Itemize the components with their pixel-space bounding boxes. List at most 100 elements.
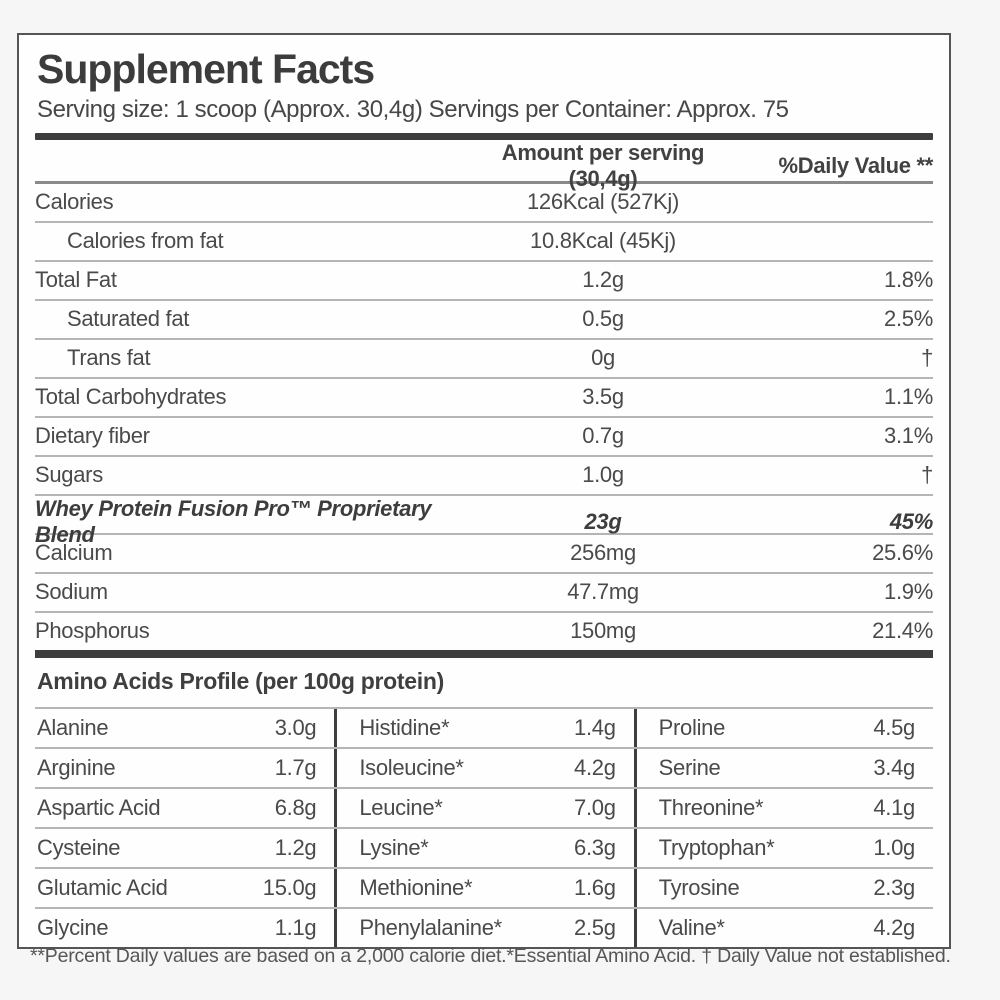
- amino-acid-name: Proline: [658, 714, 726, 740]
- nutrient-name: Sugars: [35, 462, 103, 488]
- amino-acid-value: 6.8g: [274, 794, 317, 820]
- amino-acid-cell: Arginine 1.7g: [35, 749, 334, 787]
- thick-rule-top: [35, 132, 933, 140]
- amino-acid-value: 3.0g: [274, 714, 317, 740]
- amino-acid-name: Histidine*: [359, 714, 450, 740]
- amino-acid-name: Glycine: [37, 914, 109, 940]
- nutrition-row: Total Fat 1.2g 1.8%: [35, 262, 933, 301]
- amino-acid-cell: Histidine* 1.4g: [334, 708, 633, 747]
- nutrient-amount: 0.5g: [582, 306, 624, 332]
- nutrition-rows: Calories 126Kcal (527Kj) Calories from fat…: [35, 184, 933, 650]
- nutrition-row: Sodium 47.7mg 1.9%: [35, 574, 933, 613]
- amino-acid-name: Tyrosine: [658, 874, 740, 900]
- amino-acids-table: Alanine 3.0g Histidine* 1.4g Proline 4.5g Argi…: [35, 706, 933, 947]
- amino-acid-value: 4.2g: [873, 914, 915, 940]
- nutrient-name: Sodium: [35, 579, 108, 605]
- panel-title: Supplement Facts: [37, 46, 375, 92]
- footnote: **Percent Daily values are based on a 2,…: [30, 945, 951, 967]
- nutrition-row: Sugars 1.0g †: [35, 457, 933, 496]
- nutrient-name: Calories: [35, 189, 114, 215]
- amino-acid-row: Aspartic Acid 6.8g Leucine* 7.0g Threonine* 4…: [35, 788, 933, 829]
- amino-acid-row: Cysteine 1.2g Lysine* 6.3g Tryptophan* 1.0g: [35, 828, 933, 869]
- nutrient-name: Total Carbohydrates: [35, 384, 227, 410]
- nutrient-amount: 126Kcal (527Kj): [526, 189, 680, 215]
- nutrition-row: Saturated fat 0.5g 2.5%: [35, 301, 933, 340]
- daily-value-column-header: %Daily Value **: [778, 152, 934, 178]
- nutrient-name: Total Fat: [35, 267, 117, 293]
- amino-acid-row: Alanine 3.0g Histidine* 1.4g Proline 4.5g: [35, 708, 933, 749]
- nutrition-row: Total Carbohydrates 3.5g 1.1%: [35, 379, 933, 418]
- amino-acid-cell: Isoleucine* 4.2g: [334, 748, 633, 787]
- nutrient-name: Saturated fat: [67, 306, 190, 332]
- nutrient-daily-value: 3.1%: [884, 423, 933, 449]
- amino-acid-name: Tryptophan*: [658, 834, 775, 860]
- amino-acid-cell: Methionine* 1.6g: [334, 868, 633, 907]
- amino-acid-cell: Valine* 4.2g: [633, 908, 933, 947]
- nutrient-name: Whey Protein Fusion Pro™ Proprietary Ble…: [35, 495, 432, 547]
- amino-acid-cell: Tryptophan* 1.0g: [633, 828, 933, 867]
- amino-acid-cell: Aspartic Acid 6.8g: [35, 789, 334, 827]
- amino-acid-value: 1.7g: [274, 754, 317, 780]
- amino-acid-name: Leucine*: [359, 794, 443, 820]
- nutrient-amount: 3.5g: [582, 384, 624, 410]
- amino-acid-name: Phenylalanine*: [359, 914, 502, 940]
- amino-acid-cell: Alanine 3.0g: [35, 709, 334, 747]
- amino-acid-name: Aspartic Acid: [37, 794, 161, 820]
- amino-acids-section-title: Amino Acids Profile (per 100g protein): [37, 667, 444, 694]
- nutrient-name: Calcium: [35, 540, 113, 566]
- amount-column-header: Amount per serving (30,4g): [501, 139, 705, 191]
- amino-acid-value: 4.5g: [873, 714, 915, 740]
- amino-acid-value: 4.1g: [873, 794, 915, 820]
- nutrient-daily-value: †: [921, 345, 933, 371]
- amino-acid-cell: Glycine 1.1g: [35, 909, 334, 947]
- nutrition-row: Phosphorus 150mg 21.4%: [35, 613, 933, 650]
- nutrient-daily-value: 45%: [889, 508, 933, 534]
- amino-acid-cell: Tyrosine 2.3g: [633, 868, 933, 907]
- nutrient-name: Trans fat: [67, 345, 151, 371]
- amino-acid-name: Arginine: [37, 754, 116, 780]
- amino-acid-cell: Threonine* 4.1g: [633, 788, 933, 827]
- nutrient-daily-value: 1.8%: [884, 267, 933, 293]
- amino-acid-value: 1.6g: [574, 874, 616, 900]
- amino-acid-name: Cysteine: [37, 834, 121, 860]
- amino-acid-value: 4.2g: [574, 754, 616, 780]
- amino-acid-cell: Leucine* 7.0g: [334, 788, 633, 827]
- amino-acid-value: 2.5g: [574, 914, 616, 940]
- serving-size-line: Serving size: 1 scoop (Approx. 30,4g) Se…: [37, 95, 789, 123]
- amino-acid-name: Isoleucine*: [359, 754, 464, 780]
- thick-rule-middle: [35, 649, 933, 658]
- nutrient-daily-value: 2.5%: [884, 306, 933, 332]
- amino-acid-value: 1.4g: [574, 714, 616, 740]
- amino-acid-name: Methionine*: [359, 874, 473, 900]
- nutrient-amount: 1.2g: [582, 267, 624, 293]
- amino-acid-value: 6.3g: [574, 834, 616, 860]
- amino-acid-name: Glutamic Acid: [37, 874, 168, 900]
- nutrient-amount: 0.7g: [582, 423, 624, 449]
- amino-acid-cell: Phenylalanine* 2.5g: [334, 908, 633, 947]
- amino-acid-name: Serine: [658, 754, 721, 780]
- nutrient-amount: 150mg: [570, 618, 636, 644]
- nutrient-amount: 23g: [584, 508, 622, 534]
- nutrition-row: Dietary fiber 0.7g 3.1%: [35, 418, 933, 457]
- nutrition-row: Calories from fat 10.8Kcal (45Kj): [35, 223, 933, 262]
- supplement-facts-panel: Supplement Facts Serving size: 1 scoop (…: [17, 33, 951, 949]
- nutrition-row: Trans fat 0g †: [35, 340, 933, 379]
- nutrient-amount: 10.8Kcal (45Kj): [530, 228, 676, 254]
- amino-acid-value: 3.4g: [873, 754, 915, 780]
- nutrition-row: Calcium 256mg 25.6%: [35, 535, 933, 574]
- nutrient-amount: 1.0g: [582, 462, 624, 488]
- amino-acid-cell: Glutamic Acid 15.0g: [35, 869, 334, 907]
- column-header-row: Amount per serving (30,4g) %Daily Value …: [35, 140, 934, 191]
- amino-acid-row: Glutamic Acid 15.0g Methionine* 1.6g Tyrosin…: [35, 868, 933, 909]
- amino-acid-row: Glycine 1.1g Phenylalanine* 2.5g Valine* 4.2g: [35, 908, 933, 947]
- amino-acid-value: 1.2g: [274, 834, 317, 860]
- nutrient-daily-value: 21.4%: [872, 618, 933, 644]
- amino-acid-value: 1.1g: [274, 914, 317, 940]
- nutrient-name: Phosphorus: [35, 618, 150, 644]
- amino-acid-value: 15.0g: [262, 874, 317, 900]
- nutrient-daily-value: 25.6%: [872, 540, 933, 566]
- amino-acid-cell: Proline 4.5g: [633, 708, 933, 747]
- nutrient-daily-value: 1.1%: [884, 384, 933, 410]
- nutrient-name: Calories from fat: [67, 228, 224, 254]
- amino-acid-name: Threonine*: [658, 794, 764, 820]
